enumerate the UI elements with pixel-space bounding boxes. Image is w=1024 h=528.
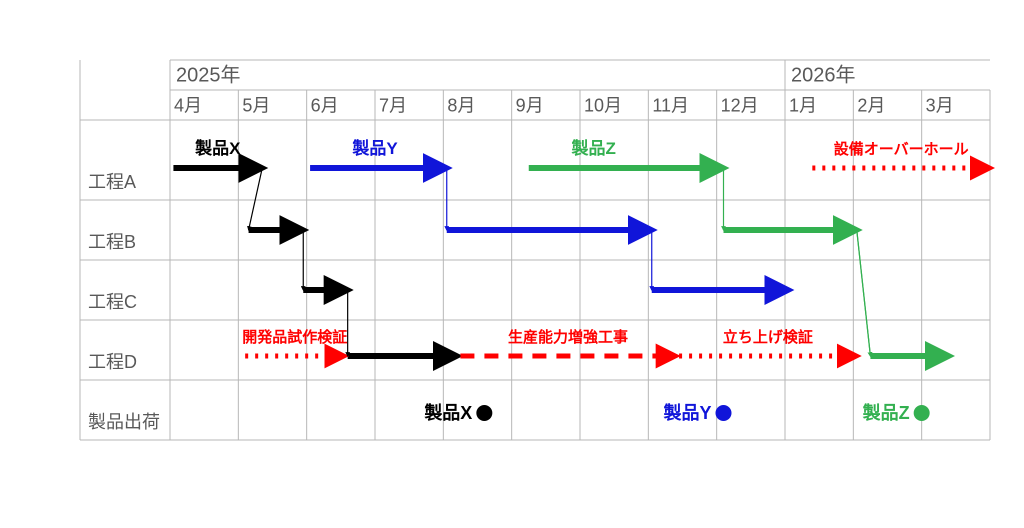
- month-label: 7月: [379, 96, 407, 116]
- row-label-B: 工程B: [88, 232, 136, 252]
- month-label: 10月: [584, 96, 622, 116]
- label-product-x: 製品X: [194, 138, 241, 158]
- label-product-y: 製品Y: [351, 138, 398, 158]
- task-links: [249, 168, 871, 356]
- link-product-x-A-B: [249, 168, 263, 230]
- ship-label-1: 製品Y: [662, 403, 711, 423]
- month-label: 9月: [516, 96, 544, 116]
- label-product-z: 製品Z: [570, 138, 615, 158]
- row-label-C: 工程C: [88, 292, 137, 312]
- year-label: 2025年: [176, 64, 241, 87]
- aux-label-overhaul: 設備オーバーホール: [834, 140, 969, 158]
- month-label: 12月: [721, 96, 759, 116]
- month-label: 1月: [789, 96, 817, 116]
- year-label: 2026年: [791, 64, 856, 87]
- ship-marker-2: [914, 405, 930, 421]
- aux-label-cap-expand: 生産能力増強工事: [508, 328, 628, 346]
- grid: [80, 60, 990, 440]
- month-label: 11月: [652, 96, 689, 116]
- row-label-D: 工程D: [88, 352, 137, 372]
- ship-marker-1: [716, 405, 732, 421]
- aux-label-rampup: 立ち上げ検証: [723, 328, 813, 346]
- row-label-A: 工程A: [88, 172, 136, 192]
- month-label: 3月: [926, 96, 954, 116]
- month-label: 8月: [447, 96, 475, 116]
- link-product-z-B-D: [857, 230, 871, 356]
- row-labels: 工程A 工程B 工程C 工程D 製品出荷: [88, 172, 160, 432]
- month-label: 4月: [174, 96, 202, 116]
- month-label: 5月: [242, 96, 270, 116]
- ship-label-0: 製品X: [423, 403, 472, 423]
- gantt-chart: 2025年 2026年 4月 5月 6月 7月 8月 9月 10月 11月 12月 1月 2月 3月 工程…: [0, 0, 1024, 528]
- month-label: 2月: [857, 96, 885, 116]
- row-label-SHIP: 製品出荷: [88, 412, 160, 432]
- aux-label-dev-proto: 開発品試作検証: [242, 328, 347, 346]
- month-label: 6月: [311, 96, 339, 116]
- ship-label-2: 製品Z: [862, 403, 910, 423]
- ship-marker-0: [476, 405, 492, 421]
